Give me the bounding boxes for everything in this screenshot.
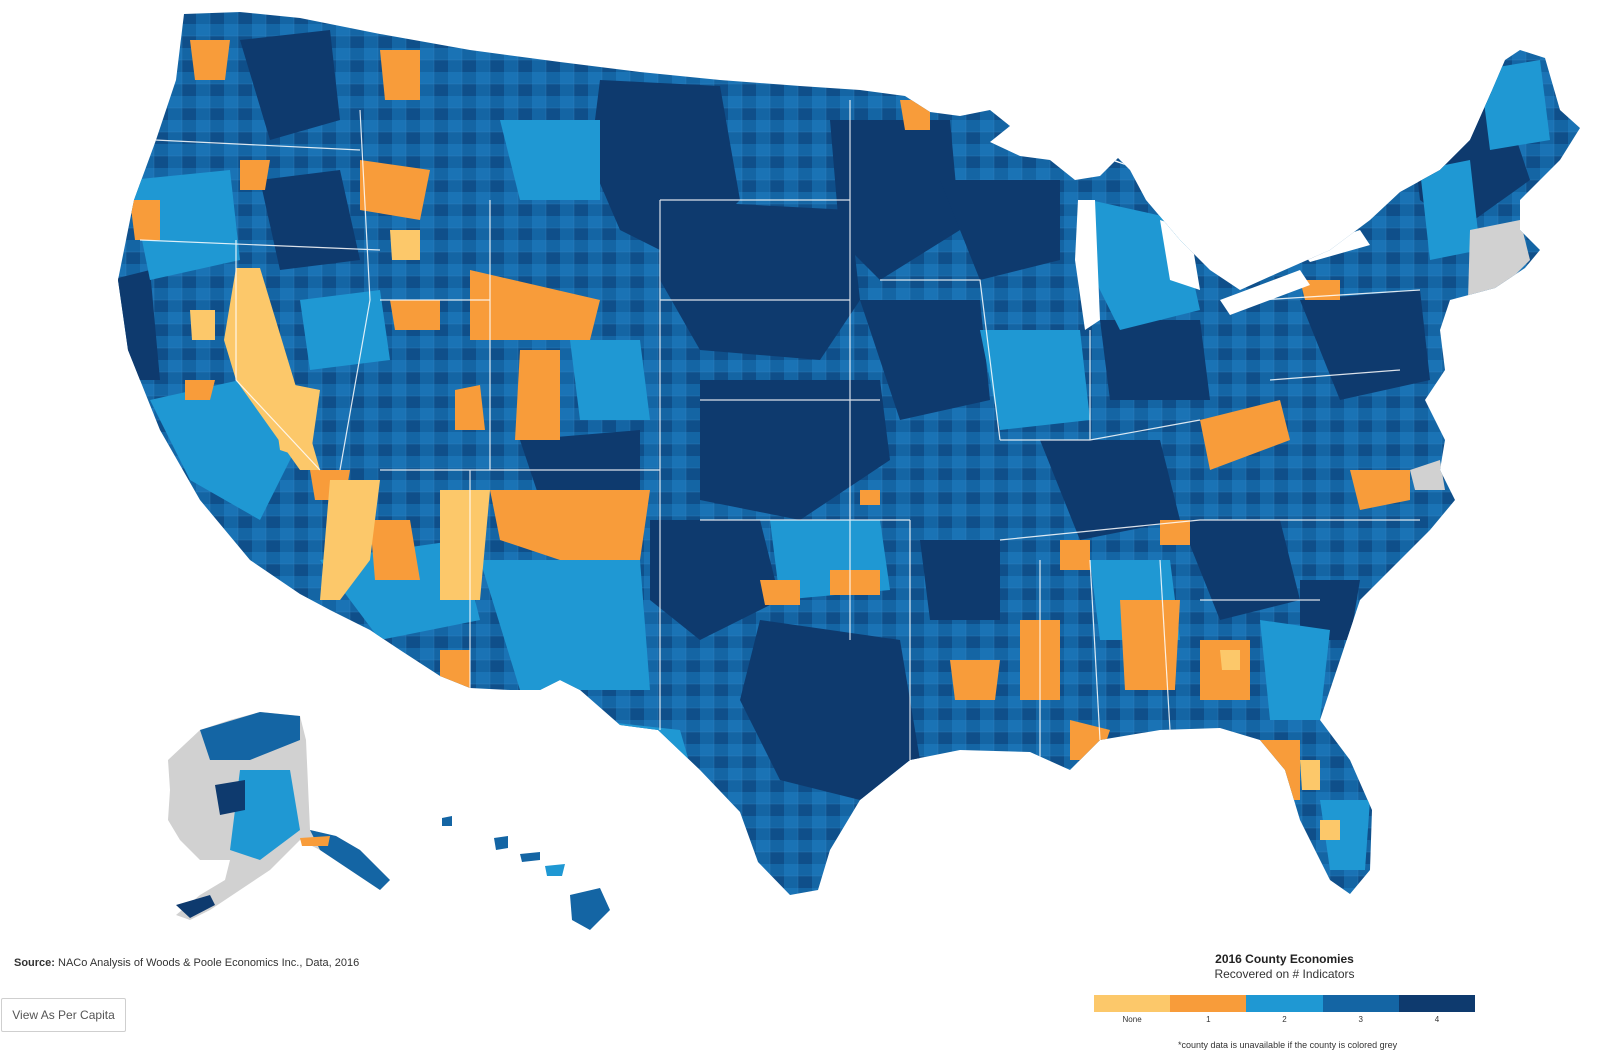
- source-citation: Source: NACo Analysis of Woods & Poole E…: [14, 957, 359, 969]
- state-boundaries: [139, 100, 1421, 760]
- legend-label-3: 3: [1358, 1015, 1363, 1024]
- legend-label-2: 2: [1282, 1015, 1287, 1024]
- legend: 2016 County Economies Recovered on # Ind…: [1094, 952, 1476, 1024]
- legend-title: 2016 County Economies: [1215, 952, 1354, 966]
- legend-swatch-2: [1246, 995, 1323, 1012]
- legend-swatch-4: [1398, 995, 1476, 1012]
- us-county-map[interactable]: [0, 0, 1600, 930]
- legend-color-bar: [1094, 995, 1476, 1012]
- legend-swatch-3: [1322, 995, 1399, 1012]
- legend-label-none: None: [1122, 1015, 1142, 1024]
- alaska: [168, 712, 390, 920]
- region-none: [190, 230, 1340, 840]
- legend-swatch-1: [1170, 995, 1247, 1012]
- source-text: NACo Analysis of Woods & Poole Economics…: [58, 957, 360, 969]
- legend-subtitle: Recovered on # Indicators: [1214, 967, 1355, 981]
- region-4-indicators: [118, 30, 1530, 800]
- legend-swatch-none: [1094, 995, 1171, 1012]
- lower-48-counties: [118, 12, 1580, 895]
- legend-labels: None 1 2 3 4: [1094, 1015, 1475, 1024]
- source-label: Source:: [14, 957, 55, 969]
- legend-label-1: 1: [1206, 1015, 1211, 1024]
- region-no-data: [1410, 220, 1530, 490]
- view-per-capita-button[interactable]: View As Per Capita: [1, 998, 126, 1032]
- legend-note: *county data is unavailable if the count…: [1178, 1040, 1398, 1050]
- legend-label-4: 4: [1434, 1015, 1440, 1024]
- hawaii: [442, 816, 610, 930]
